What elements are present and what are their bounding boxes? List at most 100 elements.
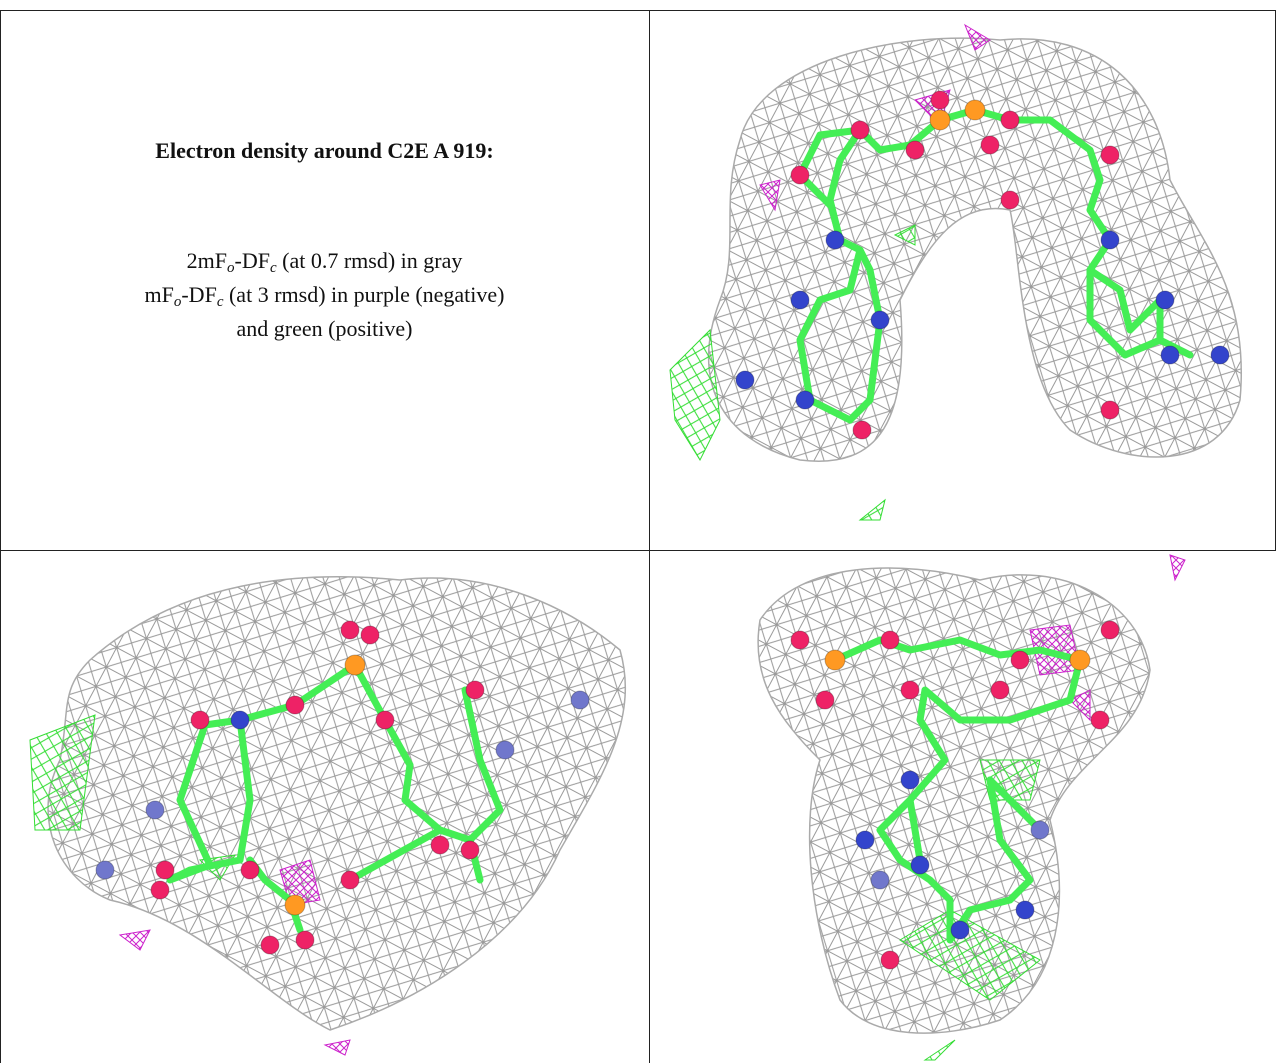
density-mesh [47,576,627,1031]
atom [465,680,485,700]
bond [986,776,1044,834]
atom [155,860,175,880]
subscript: c [216,294,224,310]
atom [495,740,515,760]
atom [285,695,305,715]
atom [790,290,810,310]
atom [190,710,210,730]
positive-density [669,328,721,462]
bond [906,796,924,864]
text: mF [144,282,174,307]
atom [1069,649,1091,671]
atom [870,310,890,330]
bond [1086,266,1164,344]
atom [964,99,986,121]
subscript: o [173,294,182,310]
atom [340,620,360,640]
atom [825,230,845,250]
atom [1100,230,1120,250]
atom [460,840,480,860]
atom [790,630,810,650]
atom [905,140,925,160]
atom [1210,345,1230,365]
negative-density [1069,689,1091,722]
negative-density [759,179,781,212]
density-mesh [757,567,1151,1034]
atom [850,120,870,140]
atom [1100,620,1120,640]
text: -DF [234,248,270,273]
atom [1100,145,1120,165]
text: 2mF [186,248,227,273]
text: (at 0.7 rmsd) in gray [276,248,463,273]
atom [284,894,306,916]
atom [795,390,815,410]
bond [346,826,444,884]
atom [930,90,950,110]
atom [852,420,872,440]
atom [815,690,835,710]
atom [1090,710,1110,730]
positive-density [899,909,1041,1001]
atom [929,109,951,131]
atom [1100,400,1120,420]
bond [831,636,1084,944]
atom [824,649,846,671]
density-mesh [707,37,1242,462]
atom [880,630,900,650]
atom [1160,345,1180,365]
atom [260,935,280,955]
atom [360,625,380,645]
atom [735,370,755,390]
positive-density [858,498,886,521]
atom [900,680,920,700]
molecule-renders [29,23,1242,1061]
bond [796,106,1194,359]
atom [880,950,900,970]
negative-density [323,1039,351,1056]
atom [1030,820,1050,840]
atom [1000,110,1020,130]
legend-cell: Electron density around C2E A 919: 2mFo-… [0,10,649,346]
atom [430,835,450,855]
subscript: c [269,260,277,276]
atom [980,135,1000,155]
legend-line: mFo-DFc (at 3 rmsd) in purple (negative) [0,278,649,312]
atom [344,654,366,676]
subscript: o [227,260,235,276]
atom [1015,900,1035,920]
atom [855,830,875,850]
text: and green (positive) [236,316,413,341]
negative-density [118,929,151,951]
atom [990,680,1010,700]
legend-line: 2mFo-DFc (at 0.7 rmsd) in gray [0,244,649,278]
atom [95,860,115,880]
atom [340,870,360,890]
atom [240,860,260,880]
negative-density [963,23,991,51]
atom [150,880,170,900]
atom [950,920,970,940]
atom [570,690,590,710]
positive-density [29,714,96,831]
atom [145,800,165,820]
legend-line: and green (positive) [0,312,649,346]
atom [910,855,930,875]
atom [1000,190,1020,210]
atom [230,710,250,730]
atom [1010,650,1030,670]
atom [375,710,395,730]
positive-density [923,1039,956,1061]
atom [295,930,315,950]
text: -DF [181,282,217,307]
atom [870,870,890,890]
atom [790,165,810,185]
atom [1155,290,1175,310]
negative-density [1169,554,1186,582]
text: (at 3 rmsd) in purple (negative) [223,282,505,307]
atom [900,770,920,790]
positive-density [893,224,916,246]
title: Electron density around C2E A 919: [155,138,494,163]
